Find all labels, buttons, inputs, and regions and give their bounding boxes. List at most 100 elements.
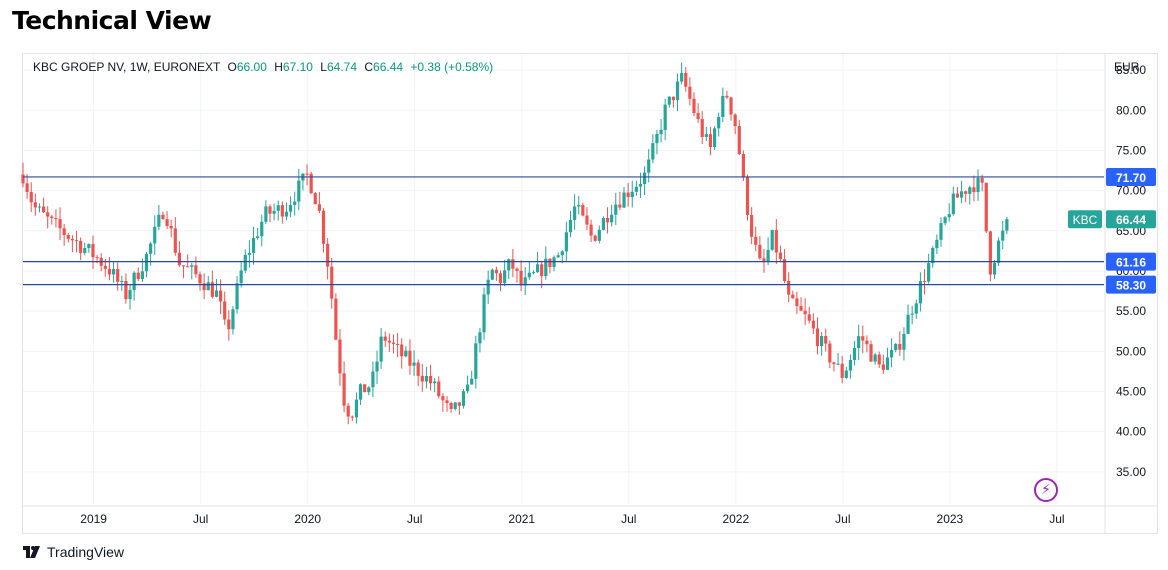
candle-body [1001,230,1005,241]
candle-body [330,266,334,299]
candle-body [383,336,387,341]
candle-body [354,399,359,418]
candle-body [638,183,643,187]
candle-body [931,248,935,264]
x-tick-label: Jul [193,512,208,526]
candle-body [66,235,70,239]
candle-body [721,95,725,117]
candle-body [675,81,680,101]
candle-body [453,402,457,409]
candle-body [515,268,519,271]
candle-body [214,290,219,297]
x-tick-label: Jul [621,512,636,526]
candle-body [708,134,713,148]
candle-body [103,265,107,269]
candle-body [165,219,169,226]
candle-body [795,298,799,307]
candle-body [107,268,112,275]
candle-body [321,210,326,244]
candle-body [293,201,297,205]
tradingview-brand[interactable]: TradingView [23,544,124,560]
candle-body [906,314,910,334]
candle-body [91,244,95,258]
candle-body [412,362,416,366]
candle-body [815,328,820,347]
candle-body [79,241,83,253]
candle-body [717,116,721,129]
candle-body [861,336,865,341]
candle-body [449,403,453,409]
candle-body [334,298,338,340]
candle-body [680,72,684,82]
candle-body [610,214,614,223]
y-tick-label: 45.00 [1116,385,1146,399]
y-tick-label: 35.00 [1116,465,1146,479]
candle-body [511,259,515,269]
candle-body [161,214,165,220]
y-tick-label: 55.00 [1116,304,1146,318]
candle-body [297,180,301,202]
candle-body [264,206,268,222]
candle-body [461,391,466,406]
y-tick-label: 40.00 [1116,425,1146,439]
candle-body [494,269,499,274]
level-badge [1106,252,1156,271]
candle-body [111,269,116,275]
candle-body [873,354,877,362]
candle-body [408,350,412,366]
chart-legend: KBC GROEP NV, 1W, EURONEXT O66.00 H67.10… [33,60,493,74]
candle-body [428,375,433,384]
candle-body [387,340,391,343]
x-tick-label: 2020 [294,512,321,526]
candle-body [630,191,634,198]
candle-body [437,381,441,397]
candle-body [647,159,651,173]
legend-close-value: 66.44 [373,60,404,74]
candle-body [712,128,717,148]
candle-body [857,336,861,348]
candle-body [313,193,317,205]
candle-body [560,251,564,256]
candle-body [527,272,531,278]
candle-body [54,218,58,220]
candle-body [782,259,787,281]
candle-body [202,283,206,291]
candle-body [62,228,66,236]
candle-body [540,264,544,277]
candle-body [223,301,227,320]
candle-body [251,237,256,253]
candle-body [326,243,330,267]
candle-body [338,339,342,374]
candle-body [885,357,890,370]
level-badge-label: 58.30 [1116,279,1146,293]
candle-body [556,255,560,258]
candle-body [997,240,1001,263]
candle-body [523,277,527,286]
legend-high-value: 67.10 [282,60,313,74]
candle-body [136,272,140,280]
candle-body [729,97,733,115]
candle-body [350,416,354,418]
candle-body [787,280,791,295]
y-tick-label: 80.00 [1116,103,1146,117]
y-axis-currency: EUR [1114,60,1140,74]
candle-body [132,272,136,291]
candle-body [177,252,182,266]
candle-body [181,265,186,267]
candle-body [820,336,824,347]
candle-body [840,363,844,378]
candle-body [947,214,951,218]
candle-body [696,113,700,120]
candle-body [490,269,494,280]
x-tick-label: Jul [1049,512,1064,526]
candle-body [774,230,778,253]
candle-body [544,258,548,277]
lightning-icon[interactable]: ⚡ [1034,478,1058,502]
candle-body [280,205,284,217]
candle-body [844,370,848,378]
candle-body [688,86,692,99]
candle-body [972,187,976,193]
candle-body [959,191,964,198]
level-badge-label: 71.70 [1116,171,1146,185]
